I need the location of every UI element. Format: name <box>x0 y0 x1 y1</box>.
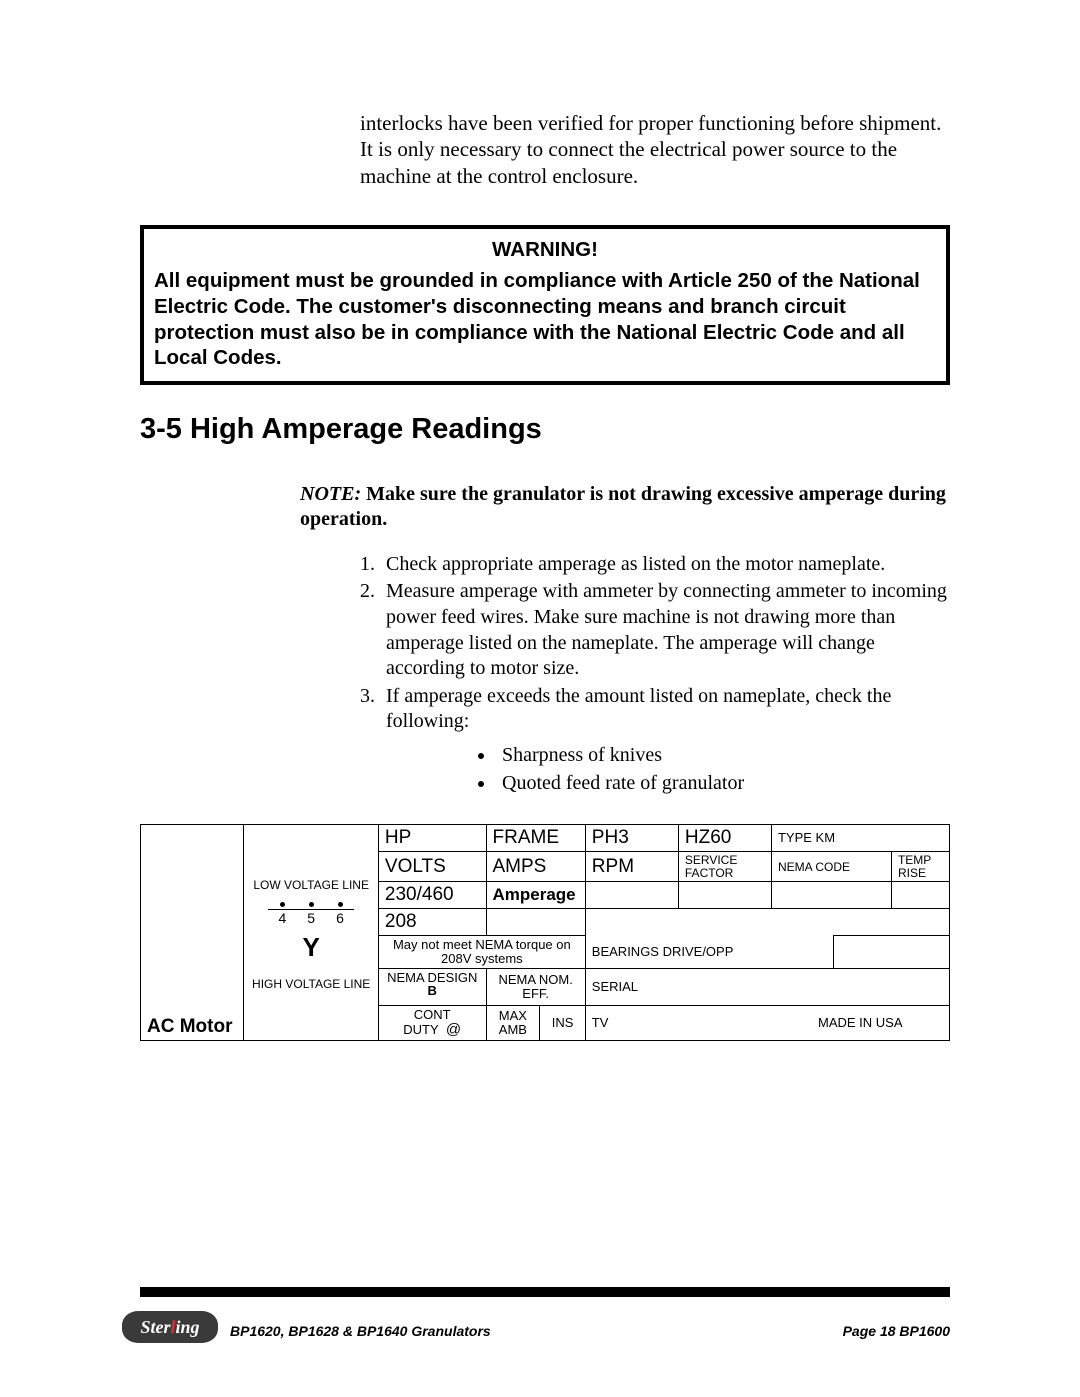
wiring-num: 4 <box>278 910 286 926</box>
plate-cell: NEMA DESIGN B <box>378 968 486 1006</box>
footer-left: BP1620, BP1628 & BP1640 Granulators <box>230 1323 491 1339</box>
plate-cell <box>771 882 891 909</box>
plate-cell: NEMA NOM. EFF. <box>486 968 585 1006</box>
plate-cell: CONT DUTY @ <box>378 1006 486 1040</box>
plate-cell: TEMP RISE <box>891 852 949 882</box>
wiring-diagram: LOW VOLTAGE LINE 4 5 6 Y HIGH VOLTAGE LI… <box>244 825 378 1040</box>
plate-cell <box>486 909 585 936</box>
warning-body: All equipment must be grounded in compli… <box>154 268 936 371</box>
plate-cell: VOLTS <box>378 852 486 882</box>
list-item: Check appropriate amperage as listed on … <box>380 552 950 578</box>
plate-cell: RPM <box>585 852 678 882</box>
plate-cell: May not meet NEMA torque on 208V systems <box>378 936 585 968</box>
plate-cell: BEARINGS DRIVE/OPP <box>585 936 833 968</box>
plate-cell <box>585 882 678 909</box>
plate-cell: MAX AMB <box>486 1006 540 1040</box>
plate-cell: 230/460 <box>378 882 486 909</box>
plate-cell: FRAME <box>486 825 585 852</box>
ac-motor-label: AC Motor <box>141 825 244 1040</box>
plate-cell: HP <box>378 825 486 852</box>
plate-cell: Amperage <box>486 882 585 909</box>
plate-cell <box>834 936 950 968</box>
plate-cell <box>585 909 949 936</box>
plate-cell: TYPE KM <box>771 825 949 852</box>
plate-cell: MADE IN USA <box>771 1006 949 1040</box>
note-label: NOTE: <box>300 483 361 505</box>
footer-text: BP1620, BP1628 & BP1640 Granulators Page… <box>230 1323 950 1339</box>
plate-cell: SERVICE FACTOR <box>678 852 771 882</box>
wiring-num: 5 <box>307 910 315 926</box>
wiring-y: Y <box>250 933 371 963</box>
nameplate-table: AC Motor LOW VOLTAGE LINE 4 5 6 Y HIGH V… <box>140 824 950 1040</box>
plate-cell: TV <box>585 1006 771 1040</box>
footer-right: Page 18 BP1600 <box>843 1323 950 1339</box>
plate-cell: HZ60 <box>678 825 771 852</box>
brand-logo: Sterling <box>122 1311 218 1343</box>
list-item: Sharpness of knives <box>496 743 950 769</box>
plate-cell <box>678 882 771 909</box>
wiring-num: 6 <box>336 910 344 926</box>
intro-paragraph: interlocks have been verified for proper… <box>360 110 950 189</box>
note: NOTE: Make sure the granulator is not dr… <box>300 482 950 532</box>
low-voltage-label: LOW VOLTAGE LINE <box>250 879 371 893</box>
list-item-text: If amperage exceeds the amount listed on… <box>386 685 891 733</box>
list-item: Quoted feed rate of granulator <box>496 771 950 797</box>
warning-box: WARNING! All equipment must be grounded … <box>140 225 950 385</box>
plate-cell <box>891 882 949 909</box>
plate-cell: PH3 <box>585 825 678 852</box>
list-item: Measure amperage with ammeter by connect… <box>380 579 950 681</box>
steps-list: Check appropriate amperage as listed on … <box>380 552 950 796</box>
plate-cell: 208 <box>378 909 486 936</box>
note-text: Make sure the granulator is not drawing … <box>300 483 946 530</box>
section-heading: 3-5 High Amperage Readings <box>140 413 950 446</box>
plate-cell: NEMA CODE <box>771 852 891 882</box>
plate-cell: SERIAL <box>585 968 949 1006</box>
high-voltage-label: HIGH VOLTAGE LINE <box>250 978 371 992</box>
list-item: If amperage exceeds the amount listed on… <box>380 684 950 796</box>
plate-cell: INS <box>540 1006 586 1040</box>
warning-title: WARNING! <box>154 237 936 263</box>
bullet-list: Sharpness of knives Quoted feed rate of … <box>386 743 950 796</box>
plate-cell: AMPS <box>486 852 585 882</box>
footer-divider <box>140 1287 950 1297</box>
